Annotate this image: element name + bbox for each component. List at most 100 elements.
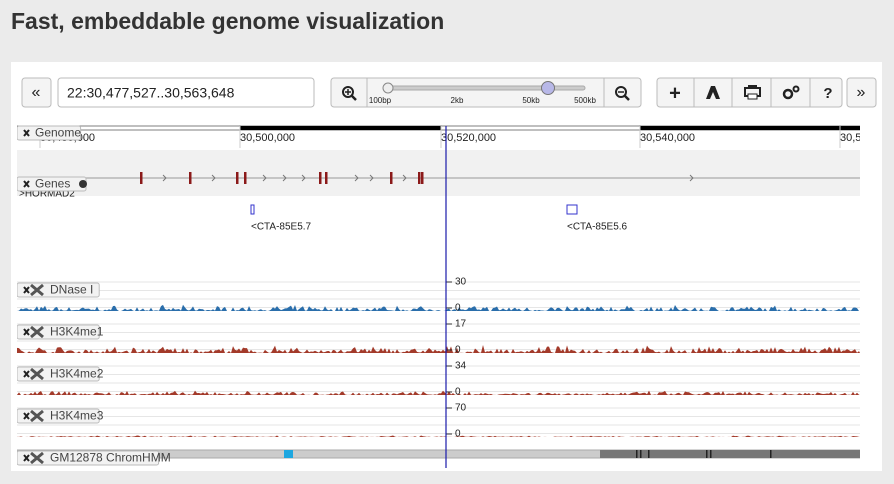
strand-arrow <box>369 174 374 182</box>
add-icon <box>79 180 87 188</box>
exon <box>390 172 393 184</box>
chromhmm-state <box>706 450 708 458</box>
zoom-group <box>330 77 642 108</box>
track-label[interactable]: GM12878 ChromHMM <box>17 450 171 466</box>
ruler-band <box>440 125 641 131</box>
zoom-out-button[interactable] <box>615 86 630 101</box>
track-view: 30,480,00030,500,00030,520,00030,540,000… <box>17 125 894 468</box>
strand-arrow <box>301 174 306 182</box>
strand-arrow <box>354 174 359 182</box>
chromhmm-state <box>770 450 772 458</box>
signal <box>17 435 860 437</box>
zoom-label: 100bp <box>369 96 392 105</box>
location-input[interactable] <box>57 77 315 108</box>
strand-arrow <box>262 174 267 182</box>
axis-max: 17 <box>455 319 467 330</box>
exon <box>189 172 192 184</box>
drag-icon <box>30 409 44 423</box>
exon <box>421 172 424 184</box>
label-box <box>17 366 100 382</box>
chromhmm-state <box>636 450 638 458</box>
signal <box>17 345 860 353</box>
label-text: Genes <box>35 177 70 191</box>
exon <box>319 172 322 184</box>
chromhmm-bg <box>17 449 860 459</box>
ruler-band <box>639 125 860 131</box>
page-title: Fast, embeddable genome visualization <box>11 8 444 34</box>
forward-button[interactable] <box>846 77 877 108</box>
forward-label: » <box>857 84 866 101</box>
track-label[interactable]: H3K4me3 <box>17 408 104 424</box>
close-icon <box>23 454 30 462</box>
track-label[interactable]: H3K4me2 <box>17 366 104 382</box>
genes-bg <box>17 150 860 196</box>
chromhmm-state <box>640 450 642 458</box>
chromhmm-state <box>648 450 650 458</box>
drag-icon <box>30 325 44 339</box>
exon <box>418 172 421 184</box>
signal <box>17 304 860 311</box>
export-button[interactable] <box>706 86 720 99</box>
signal <box>17 390 860 395</box>
add-track-button[interactable]: + <box>669 82 681 104</box>
drag-icon <box>30 451 44 465</box>
close-icon <box>23 286 30 294</box>
label-box <box>17 324 100 340</box>
close-icon <box>23 129 30 137</box>
ruler-label: 30,560,000 <box>840 132 894 144</box>
location-text: 22:30,477,527..30,563,648 <box>67 85 235 101</box>
strand-arrow <box>162 174 167 182</box>
exon <box>140 172 143 184</box>
tool-group <box>656 77 843 108</box>
close-icon <box>23 328 30 336</box>
gene-feature <box>566 204 578 215</box>
strand-arrow <box>211 174 216 182</box>
track-label[interactable]: Genes <box>17 176 87 192</box>
settings-button[interactable] <box>782 85 800 100</box>
zoom-label: 2kb <box>451 96 464 105</box>
print-button[interactable] <box>744 85 761 100</box>
axis-min: 0 <box>455 345 461 356</box>
axis-max: 70 <box>455 403 467 414</box>
ruler-band <box>239 125 442 131</box>
strand-arrow <box>282 174 287 182</box>
label-text: Genome <box>35 126 81 140</box>
track-label[interactable]: DNase I <box>17 282 100 298</box>
axis-min: 0 <box>455 429 461 440</box>
label-text: H3K4me2 <box>50 367 104 381</box>
axis-max: 30 <box>455 277 467 288</box>
gene-label: <CTA-85E5.6 <box>567 222 628 233</box>
track-label[interactable]: Genome <box>17 125 81 141</box>
back-button[interactable] <box>21 77 52 108</box>
ruler-label: 30,520,000 <box>441 132 496 144</box>
exon <box>236 172 239 184</box>
chromhmm-state <box>710 450 712 458</box>
drag-icon <box>30 283 44 297</box>
axis-min: 0 <box>455 303 461 314</box>
ruler-label: 30,540,000 <box>640 132 695 144</box>
axis-max: 34 <box>455 361 467 372</box>
exon <box>325 172 328 184</box>
label-text: DNase I <box>50 283 93 297</box>
gene-label: >HORMAD2 <box>19 189 75 200</box>
label-box <box>17 408 100 424</box>
help-button[interactable]: ? <box>823 85 832 102</box>
zoom-in-button[interactable] <box>342 86 357 101</box>
track-label[interactable]: H3K4me1 <box>17 324 104 340</box>
zoom-label: 50kb <box>522 96 540 105</box>
label-box <box>17 282 100 298</box>
close-icon <box>23 370 30 378</box>
zoom-min-handle[interactable] <box>382 82 394 94</box>
zoom-label: 500kb <box>574 96 596 105</box>
zoom-handle[interactable] <box>541 81 555 95</box>
label-text: H3K4me3 <box>50 409 104 423</box>
close-icon <box>23 180 30 188</box>
gene-feature <box>250 204 255 215</box>
axis-min: 0 <box>455 387 461 398</box>
drag-icon <box>30 367 44 381</box>
strand-arrow <box>689 174 694 182</box>
exon <box>244 172 247 184</box>
ruler-label: 30,500,000 <box>240 132 295 144</box>
